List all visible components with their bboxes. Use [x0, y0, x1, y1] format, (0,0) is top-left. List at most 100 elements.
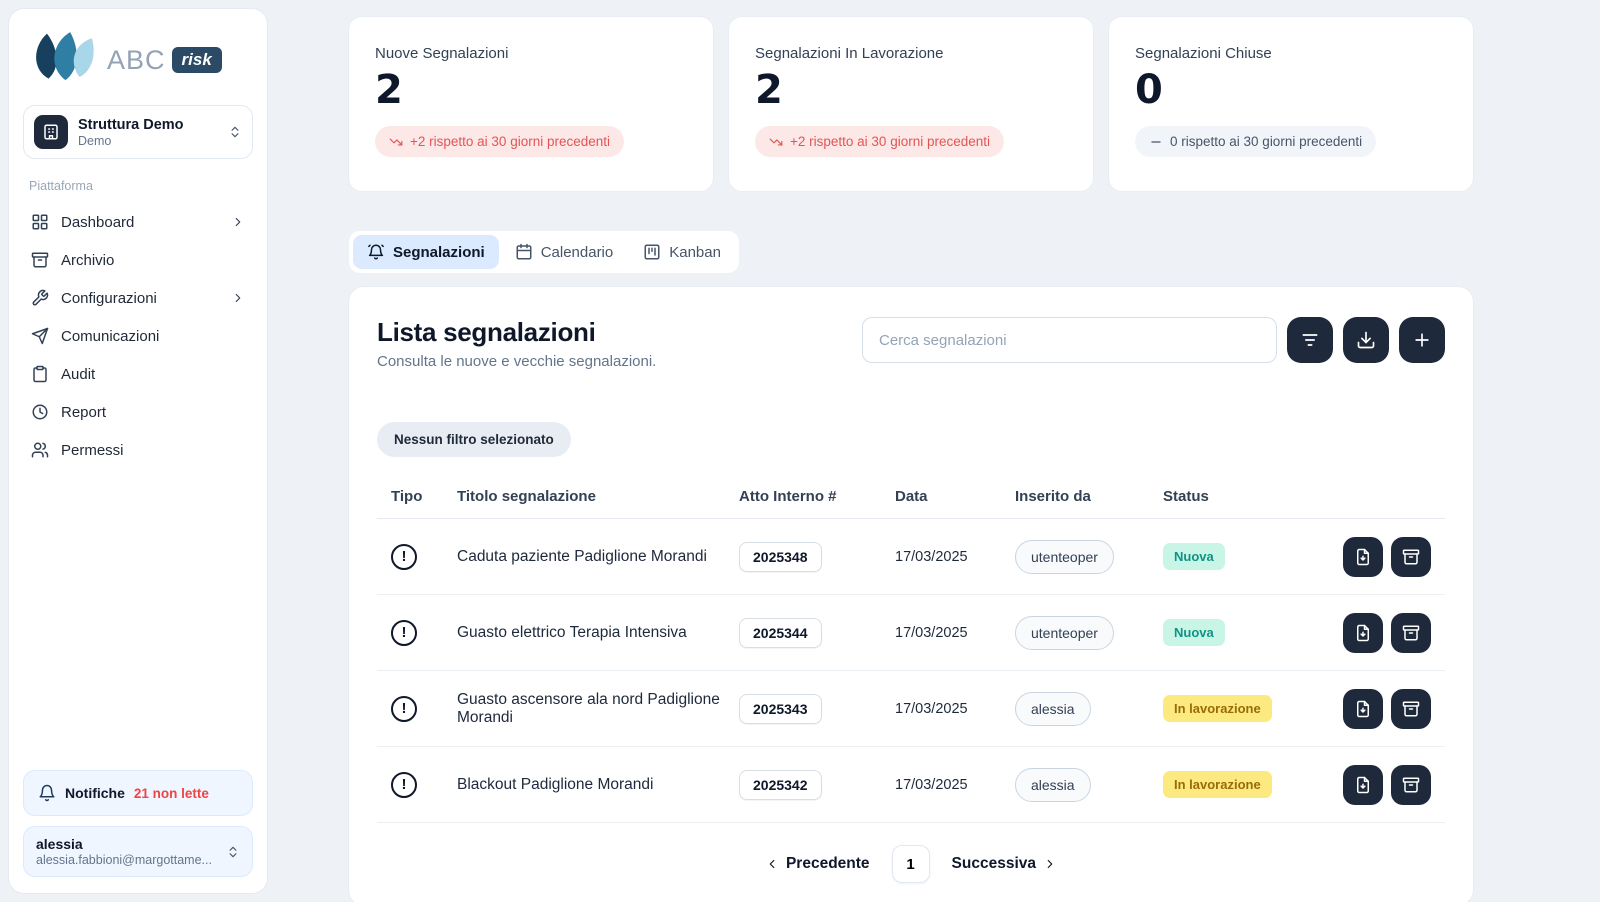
users-icon [31, 442, 49, 458]
stat-card-nuove: Nuove Segnalazioni 2 +2 rispetto ai 30 g… [348, 16, 714, 192]
search-input[interactable] [862, 317, 1277, 363]
row-archive-button[interactable] [1391, 536, 1431, 577]
add-segnalazione-button[interactable] [1399, 317, 1445, 363]
row-title: Guasto elettrico Terapia Intensiva [457, 623, 687, 641]
row-date: 17/03/2025 [895, 776, 968, 793]
list-title: Lista segnalazioni [377, 317, 596, 347]
calendar-icon [516, 243, 532, 260]
brand-name: ABC [107, 44, 166, 75]
list-subtitle: Consulta le nuove e vecchie segnalazioni… [377, 353, 657, 370]
alert-type-icon: ! [391, 771, 417, 798]
col-inserito-da: Inserito da [1015, 488, 1091, 505]
row-date: 17/03/2025 [895, 548, 968, 565]
atto-pill: 2025342 [739, 769, 822, 800]
atto-pill: 2025344 [739, 617, 822, 648]
stat-value: 2 [755, 67, 783, 113]
col-titolo: Titolo segnalazione [457, 488, 596, 505]
main-content: Nuove Segnalazioni 2 +2 rispetto ai 30 g… [276, 0, 1600, 902]
stat-card-in-lavorazione: Segnalazioni In Lavorazione 2 +2 rispett… [728, 16, 1094, 192]
sidebar-item-comunicazioni[interactable]: Comunicazioni [23, 317, 253, 355]
alert-type-icon: ! [391, 619, 417, 646]
row-detail-button[interactable] [1343, 612, 1383, 653]
col-tipo: Tipo [391, 488, 423, 505]
org-switcher[interactable]: Struttura Demo Demo [23, 105, 253, 159]
table-row[interactable]: ! Guasto ascensore ala nord Padiglione M… [377, 671, 1445, 747]
bell-icon [39, 784, 55, 802]
tab-kanban[interactable]: Kanban [629, 235, 735, 269]
table-row[interactable]: ! Caduta paziente Padiglione Morandi 202… [377, 519, 1445, 595]
row-detail-button[interactable] [1343, 536, 1383, 577]
sidebar-item-archivio[interactable]: Archivio [23, 241, 253, 279]
row-archive-button[interactable] [1391, 688, 1431, 729]
row-archive-button[interactable] [1391, 764, 1431, 805]
brand-logo-icon [36, 32, 94, 81]
chevron-right-icon [1047, 859, 1053, 869]
minus-icon [1151, 140, 1161, 143]
tab-calendario[interactable]: Calendario [501, 235, 628, 269]
sidebar-item-report[interactable]: Report [23, 393, 253, 431]
atto-pill: 2025343 [739, 693, 822, 724]
status-badge: In lavorazione [1163, 695, 1272, 722]
filter-status-chip: Nessun filtro selezionato [377, 422, 571, 457]
notifications-button[interactable]: Notifiche 21 non lette [23, 770, 253, 816]
org-name: Struttura Demo [78, 116, 184, 133]
filter-button[interactable] [1287, 317, 1333, 363]
segnalazioni-table: Tipo Titolo segnalazione Atto Interno # … [377, 475, 1445, 823]
user-menu[interactable]: alessia alessia.fabbioni@margottame... [23, 826, 253, 877]
export-button[interactable] [1343, 317, 1389, 363]
author-pill: alessia [1015, 691, 1091, 726]
tab-segnalazioni[interactable]: Segnalazioni [353, 235, 499, 269]
sidebar-item-permessi[interactable]: Permessi [23, 431, 253, 469]
stat-delta: +2 rispetto ai 30 giorni precedenti [375, 126, 625, 157]
brand: ABC risk [23, 25, 253, 105]
archive-icon [1402, 701, 1420, 716]
pagination-next-button[interactable]: Successiva [952, 855, 1057, 873]
row-title: Blackout Padiglione Morandi [457, 775, 654, 793]
chevron-right-icon [235, 293, 241, 303]
sidebar-item-label: Configurazioni [61, 289, 157, 307]
archive-icon [31, 252, 49, 268]
table-header: Tipo Titolo segnalazione Atto Interno # … [377, 475, 1445, 519]
col-data: Data [895, 488, 928, 505]
sidebar-item-dashboard[interactable]: Dashboard [23, 203, 253, 241]
stat-title: Segnalazioni Chiuse [1135, 45, 1272, 62]
trending-down-icon [769, 138, 783, 145]
sidebar-item-label: Archivio [61, 251, 115, 269]
stat-delta: +2 rispetto ai 30 giorni precedenti [755, 126, 1005, 157]
sidebar-item-label: Comunicazioni [61, 327, 160, 345]
pagination-page-1[interactable]: 1 [891, 845, 930, 883]
chevron-left-icon [769, 859, 775, 869]
alarm-bell-icon [368, 244, 384, 260]
chevrons-up-down-icon [229, 846, 237, 857]
col-atto: Atto Interno # [739, 488, 837, 505]
row-detail-button[interactable] [1343, 688, 1383, 729]
row-archive-button[interactable] [1391, 612, 1431, 653]
sidebar-item-label: Audit [61, 365, 96, 383]
notifications-unread-badge: 21 non lette [133, 785, 209, 801]
author-pill: utenteoper [1015, 615, 1114, 650]
brand-badge: risk [171, 47, 222, 73]
sidebar-item-audit[interactable]: Audit [23, 355, 253, 393]
sidebar-section-label: Piattaforma [29, 179, 93, 193]
table-row[interactable]: ! Blackout Padiglione Morandi 2025342 17… [377, 747, 1445, 823]
archive-icon [1402, 777, 1420, 792]
status-badge: Nuova [1163, 619, 1225, 646]
stat-delta: 0 rispetto ai 30 giorni precedenti [1135, 126, 1377, 157]
stat-value: 0 [1135, 67, 1163, 113]
sidebar-item-label: Permessi [61, 441, 124, 459]
sidebar-item-configurazioni[interactable]: Configurazioni [23, 279, 253, 317]
file-icon [1357, 776, 1369, 793]
pagination-prev-button[interactable]: Precedente [765, 855, 870, 873]
sidebar: ABC risk Struttura Demo Demo Piattaforma… [8, 8, 268, 894]
view-tabs: Segnalazioni Calendario Kanban [348, 230, 740, 274]
kanban-icon [644, 244, 660, 260]
author-pill: utenteoper [1015, 539, 1114, 574]
table-row[interactable]: ! Guasto elettrico Terapia Intensiva 202… [377, 595, 1445, 671]
status-badge: Nuova [1163, 543, 1225, 570]
row-title: Guasto ascensore ala nord Padiglione Mor… [457, 690, 720, 726]
alert-type-icon: ! [391, 543, 417, 570]
row-detail-button[interactable] [1343, 764, 1383, 805]
stat-value: 2 [375, 67, 403, 113]
building-icon [34, 115, 68, 149]
col-status: Status [1163, 488, 1209, 505]
